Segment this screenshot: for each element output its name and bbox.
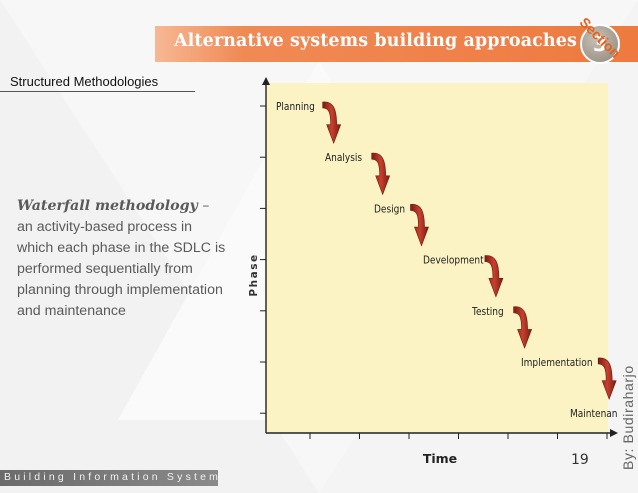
phase-arrow [513, 306, 533, 349]
page-number: 19 [571, 452, 589, 468]
diagram-background [266, 83, 608, 433]
subtitle: Structured Methodologies [10, 74, 159, 89]
phase-arrow [597, 357, 617, 401]
waterfall-diagram: Planning Analysis Design Development Testing… [248, 77, 618, 466]
phase-arrow [484, 255, 504, 298]
y-axis-ticks [260, 105, 266, 414]
phase-label-analysis: Analysis [325, 152, 362, 164]
phase-label-design: Design [374, 204, 405, 216]
title-bar [155, 26, 638, 62]
slide-title: Alternative systems building approaches [174, 31, 577, 51]
y-axis-label: Phase [248, 253, 260, 296]
phase-label-planning: Planning [276, 101, 315, 113]
footer-bar: Building Information Systems [0, 470, 226, 486]
body-dash: – [197, 198, 210, 214]
x-axis-label: Time [423, 451, 457, 466]
footer-text: Building Information Systems [4, 471, 230, 483]
phase-labels: Planning Analysis Design Development Testing… [276, 101, 618, 420]
phase-label-maintenance: Maintenance [570, 408, 618, 420]
author-credit: By: Budiraharjo [620, 365, 636, 470]
body-description: an activity-based process in which each … [17, 219, 226, 319]
x-axis-arrowhead [610, 429, 618, 437]
section-badge: 3 [580, 24, 620, 64]
phase-arrow [322, 101, 342, 145]
section-number: 3 [593, 32, 607, 56]
phase-arrow [410, 204, 429, 247]
y-axis-arrowhead [262, 77, 270, 85]
phase-label-implementation: Implementation [521, 357, 593, 369]
body-text-block: Waterfall methodology – an activity-base… [17, 196, 232, 322]
phase-arrow [371, 152, 391, 196]
body-heading: Waterfall methodology – [17, 196, 232, 217]
subtitle-bar: Structured Methodologies [0, 72, 195, 92]
phase-label-development: Development [423, 255, 484, 267]
phase-arrows [322, 101, 617, 401]
body-emphasis: Waterfall methodology [17, 198, 198, 214]
x-axis-ticks [309, 433, 608, 439]
phase-label-testing: Testing [471, 306, 504, 318]
